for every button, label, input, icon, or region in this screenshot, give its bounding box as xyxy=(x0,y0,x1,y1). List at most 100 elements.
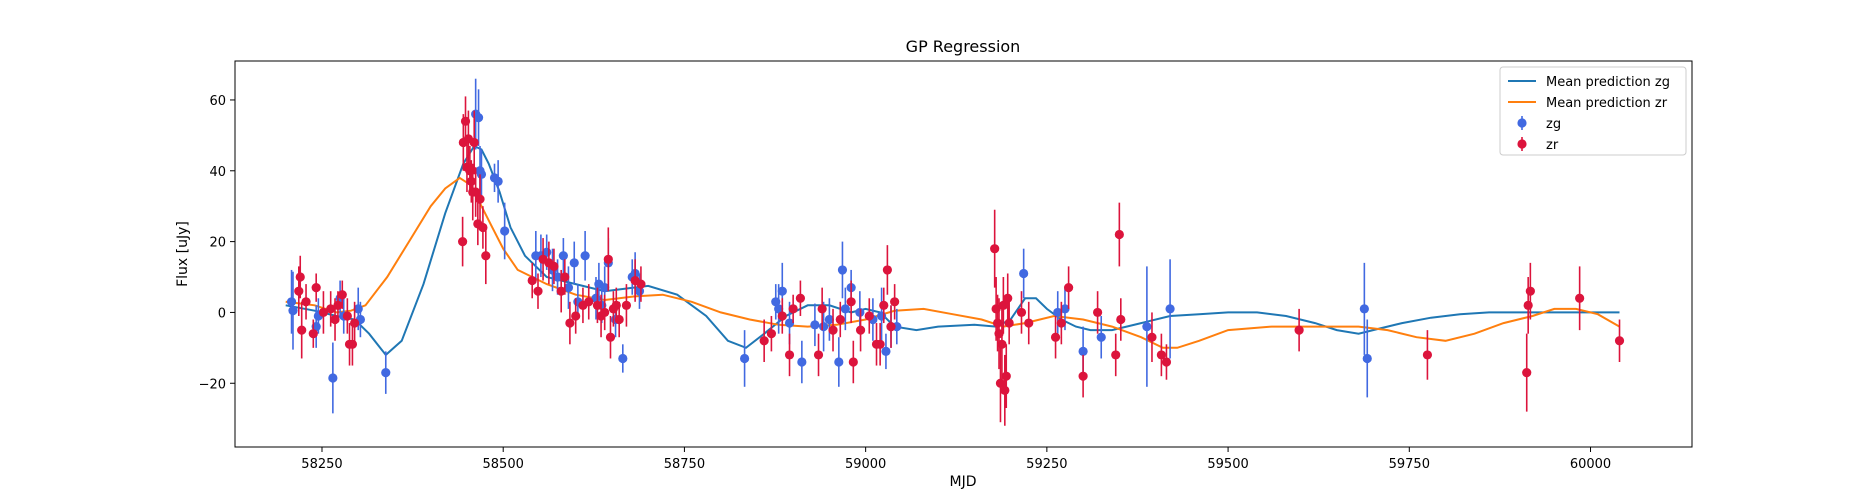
point-zr-77 xyxy=(998,300,1008,310)
point-zg-13 xyxy=(476,169,487,179)
point-zr-90 xyxy=(1114,229,1124,240)
point-zr-86 xyxy=(1064,283,1074,293)
point-zr-35 xyxy=(560,272,570,282)
chart-title: GP Regression xyxy=(906,37,1021,56)
point-zr-7 xyxy=(326,304,336,314)
point-zr-29 xyxy=(527,275,537,286)
point-zr-82 xyxy=(1016,307,1027,318)
legend: Mean prediction zg Mean prediction zr zg zr xyxy=(1499,66,1687,156)
x-tick-label-58750: 58750 xyxy=(664,457,705,472)
point-zr-1 xyxy=(295,272,305,282)
point-zg-16 xyxy=(500,226,510,236)
point-zr-68 xyxy=(882,265,892,275)
point-zg-24 xyxy=(569,258,579,268)
point-zr-11 xyxy=(342,311,352,321)
point-zr-52 xyxy=(766,329,777,339)
point-zr-56 xyxy=(795,293,806,303)
y-tick-label-0: 0 xyxy=(218,306,226,321)
point-zr-58 xyxy=(817,304,827,314)
point-zg-48 xyxy=(840,304,850,314)
point-zr-98 xyxy=(1523,300,1533,310)
legend-label-1: Mean prediction zr xyxy=(1546,96,1668,111)
point-zr-10 xyxy=(337,290,347,300)
point-zr-91 xyxy=(1116,314,1126,325)
point-zr-34 xyxy=(556,286,566,296)
point-zg-62 xyxy=(1165,304,1175,314)
point-zg-40 xyxy=(777,286,787,296)
point-zr-50 xyxy=(636,279,646,289)
point-zr-97 xyxy=(1522,368,1532,378)
point-zg-56 xyxy=(1019,268,1029,279)
point-zr-99 xyxy=(1525,286,1535,296)
point-zr-73 xyxy=(992,318,1003,328)
point-zg-21 xyxy=(552,272,563,282)
y-axis-label: Flux [uJy] xyxy=(175,221,191,287)
x-tick-label-59500: 59500 xyxy=(1207,457,1248,472)
point-zr-48 xyxy=(621,300,632,310)
point-zr-100 xyxy=(1575,293,1585,303)
point-zg-47 xyxy=(837,265,848,275)
point-zg-52 xyxy=(876,311,887,321)
point-zr-51 xyxy=(759,336,769,346)
point-zr-43 xyxy=(603,254,613,264)
point-zr-71 xyxy=(990,244,1000,254)
point-zr-94 xyxy=(1161,357,1172,367)
point-zg-33 xyxy=(618,353,628,364)
x-tick-label-59250: 59250 xyxy=(1026,457,1067,472)
legend-label-0: Mean prediction zg xyxy=(1546,75,1670,90)
point-zr-67 xyxy=(879,300,889,310)
point-zr-88 xyxy=(1093,307,1103,318)
point-zr-78 xyxy=(1000,385,1010,395)
plot-area xyxy=(285,78,1625,426)
y-tick-label-60: 60 xyxy=(209,94,226,109)
point-zg-61 xyxy=(1142,321,1152,332)
point-zr-80 xyxy=(1003,293,1013,303)
point-zr-53 xyxy=(777,311,787,321)
point-zg-39 xyxy=(774,304,784,314)
point-zr-30 xyxy=(533,286,543,296)
point-zr-96 xyxy=(1422,350,1433,360)
point-zg-36 xyxy=(634,286,645,296)
legend-label-3: zr xyxy=(1546,138,1559,153)
point-zr-101 xyxy=(1614,336,1625,346)
point-zg-1 xyxy=(288,306,298,316)
point-zr-42 xyxy=(600,307,610,318)
point-zr-26 xyxy=(475,194,485,204)
point-zr-2 xyxy=(297,325,307,335)
point-zr-87 xyxy=(1078,371,1088,381)
legend-box xyxy=(1499,66,1687,156)
point-zg-63 xyxy=(1359,304,1369,314)
point-zr-76 xyxy=(997,339,1007,349)
point-zr-33 xyxy=(549,261,559,271)
y-tick-label-20: 20 xyxy=(209,236,226,251)
point-zg-11 xyxy=(473,113,484,123)
point-zr-47 xyxy=(614,314,624,325)
y-tick-label-40: 40 xyxy=(209,165,226,180)
point-zg-23 xyxy=(563,283,574,293)
point-zg-41 xyxy=(784,318,795,328)
point-zr-3 xyxy=(301,297,311,307)
point-zr-55 xyxy=(788,304,798,314)
point-zr-62 xyxy=(848,357,858,367)
point-zr-5 xyxy=(311,283,321,293)
point-zr-93 xyxy=(1156,350,1166,360)
x-axis: 58250 58500 58750 59000 59250 59500 59750 60000 xyxy=(301,447,1611,472)
point-zr-75 xyxy=(995,378,1006,388)
point-zr-81 xyxy=(1004,318,1014,328)
point-zr-69 xyxy=(886,321,896,332)
y-axis: −20 0 20 40 60 xyxy=(199,94,235,392)
point-zr-92 xyxy=(1147,332,1157,342)
point-zr-61 xyxy=(846,297,856,307)
y-tick-label--20: −20 xyxy=(199,377,226,392)
point-zg-9 xyxy=(381,368,391,378)
x-tick-label-59750: 59750 xyxy=(1389,457,1430,472)
point-zg-64 xyxy=(1362,353,1372,364)
point-zr-37 xyxy=(571,311,581,321)
point-zr-64 xyxy=(864,311,874,321)
point-zr-6 xyxy=(318,307,329,318)
point-zg-45 xyxy=(824,314,834,325)
point-zr-20 xyxy=(466,176,476,187)
point-zg-43 xyxy=(810,320,820,330)
point-zg-15 xyxy=(493,176,503,187)
x-tick-label-58500: 58500 xyxy=(483,457,524,472)
